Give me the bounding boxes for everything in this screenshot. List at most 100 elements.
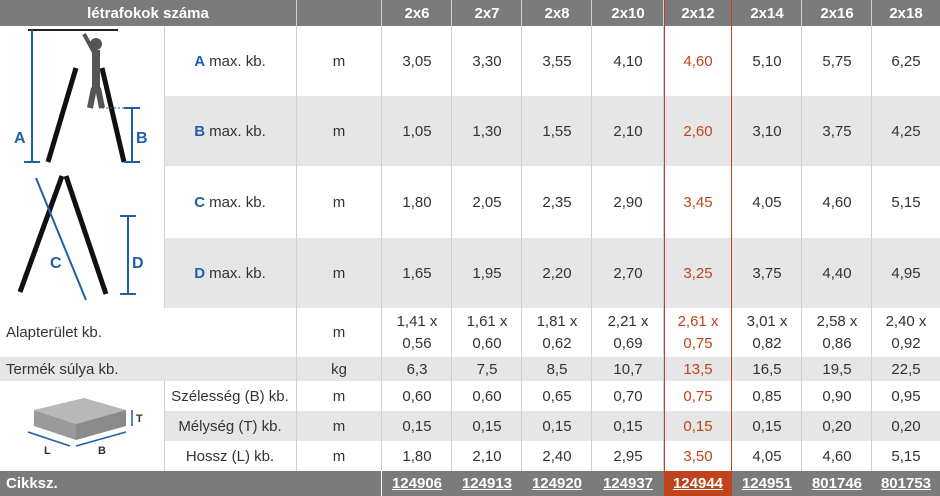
row-width-value: 0,95 — [891, 387, 921, 405]
row-depth-unit: m — [332, 417, 346, 435]
row-width-value: 0,85 — [752, 387, 782, 405]
diagram-label-a: A — [14, 130, 26, 147]
row-a-value: 6,25 — [891, 52, 921, 70]
product-code-link[interactable]: 801753 — [872, 471, 940, 496]
header-column: 2x16 — [802, 0, 872, 26]
row-length-value: 4,05 — [752, 447, 782, 465]
row-length-unit: m — [332, 447, 346, 465]
row-width-value: 0,60 — [472, 387, 502, 405]
header-column: 2x6 — [382, 0, 452, 26]
product-code-link[interactable]: 124913 — [452, 471, 522, 496]
row-length-value: 4,60 — [822, 447, 852, 465]
row-area-value: 2,61 x 0,75 — [677, 312, 719, 352]
row-d-value: 1,65 — [402, 264, 432, 282]
row-depth-value: 0,20 — [891, 417, 921, 435]
row-length-value: 5,15 — [891, 447, 921, 465]
row-area-value: 2,40 x 0,92 — [885, 312, 927, 352]
product-code-link[interactable]: 124906 — [382, 471, 452, 496]
row-b-value: 3,75 — [822, 122, 852, 140]
row-weight-value: 16,5 — [752, 360, 782, 378]
diagram-label-d: D — [132, 255, 144, 272]
row-d-value: 1,95 — [472, 264, 502, 282]
row-weight-label: Termék súlya kb. — [6, 360, 119, 378]
ladder-height-diagram: A B — [14, 29, 148, 163]
separator — [164, 381, 165, 471]
row-d-unit: m — [332, 264, 346, 282]
row-a-value: 5,75 — [822, 52, 852, 70]
row-b-value: 3,10 — [752, 122, 782, 140]
row-weight-background — [0, 357, 940, 381]
separator — [451, 0, 452, 471]
header-column: 2x14 — [732, 0, 802, 26]
row-weight-value: 19,5 — [822, 360, 852, 378]
row-length-value: 2,10 — [472, 447, 502, 465]
product-code-link[interactable]: 124937 — [592, 471, 664, 496]
row-depth-value: 0,15 — [613, 417, 643, 435]
row-c-value: 2,05 — [472, 193, 502, 211]
row-area-value: 3,01 x 0,82 — [746, 312, 788, 352]
header-column: 2x10 — [592, 0, 664, 26]
row-a-value: 5,10 — [752, 52, 782, 70]
row-c-value: 4,60 — [822, 193, 852, 211]
row-length-value: 2,40 — [542, 447, 572, 465]
header-unit-blank — [297, 0, 381, 26]
row-b-value: 2,60 — [683, 122, 713, 140]
row-weight-value: 22,5 — [891, 360, 921, 378]
header-column: 2x18 — [872, 0, 940, 26]
row-depth-value: 0,15 — [542, 417, 572, 435]
row-a-value: 3,55 — [542, 52, 572, 70]
row-length-label: Hossz (L) kb. — [185, 447, 275, 465]
row-length-value: 3,50 — [683, 447, 713, 465]
header-title: létrafokok száma — [0, 0, 296, 26]
row-c-value: 3,45 — [683, 193, 713, 211]
row-length-value: 1,80 — [402, 447, 432, 465]
row-area-value: 2,58 x 0,86 — [816, 312, 858, 352]
separator — [164, 26, 165, 308]
row-depth-value: 0,15 — [402, 417, 432, 435]
product-code-link[interactable]: 124920 — [522, 471, 592, 496]
row-width-value: 0,75 — [683, 387, 713, 405]
row-width-unit: m — [332, 387, 346, 405]
diagram-label-c: C — [50, 255, 62, 272]
row-depth-value: 0,20 — [822, 417, 852, 435]
row-b-value: 4,25 — [891, 122, 921, 140]
separator — [381, 0, 382, 471]
row-weight-unit: kg — [331, 360, 347, 378]
separator — [591, 0, 592, 471]
row-d-value: 2,70 — [613, 264, 643, 282]
row-weight-value: 8,5 — [546, 360, 568, 378]
row-d-value: 4,40 — [822, 264, 852, 282]
row-a-value: 4,60 — [683, 52, 713, 70]
ladder-length-diagram: C D — [17, 175, 144, 301]
row-width-value: 0,65 — [542, 387, 572, 405]
row-depth-value: 0,15 — [472, 417, 502, 435]
row-b-unit: m — [332, 122, 346, 140]
row-b-value: 1,05 — [402, 122, 432, 140]
row-width-label: Szélesség (B) kb. — [171, 387, 289, 405]
row-c-unit: m — [332, 193, 346, 211]
row-weight-value: 7,5 — [476, 360, 498, 378]
separator — [871, 0, 872, 471]
row-width-value: 0,60 — [402, 387, 432, 405]
row-c-value: 2,35 — [542, 193, 572, 211]
row-weight-value: 13,5 — [683, 360, 713, 378]
row-b-value: 1,30 — [472, 122, 502, 140]
row-area-value: 1,41 x 0,56 — [396, 312, 438, 352]
row-area-unit: m — [332, 324, 346, 341]
separator — [801, 0, 802, 471]
product-code-link[interactable]: 124951 — [732, 471, 802, 496]
row-d-background — [164, 238, 940, 308]
diagram-label-l: L — [44, 445, 51, 457]
diagram-label-box-b: B — [98, 445, 106, 457]
product-code-link[interactable]: 124944 — [664, 471, 732, 496]
row-a-value: 3,30 — [472, 52, 502, 70]
row-d-value: 3,75 — [752, 264, 782, 282]
row-depth-value: 0,15 — [752, 417, 782, 435]
row-a-value: 4,10 — [613, 52, 643, 70]
product-code-link[interactable]: 801746 — [802, 471, 872, 496]
row-weight-value: 6,3 — [406, 360, 428, 378]
row-area-value: 1,61 x 0,60 — [466, 312, 508, 352]
